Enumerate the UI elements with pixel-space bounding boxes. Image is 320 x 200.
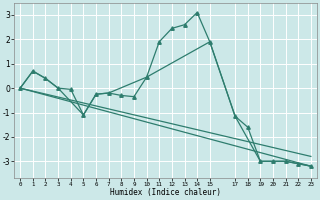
X-axis label: Humidex (Indice chaleur): Humidex (Indice chaleur) <box>110 188 221 197</box>
